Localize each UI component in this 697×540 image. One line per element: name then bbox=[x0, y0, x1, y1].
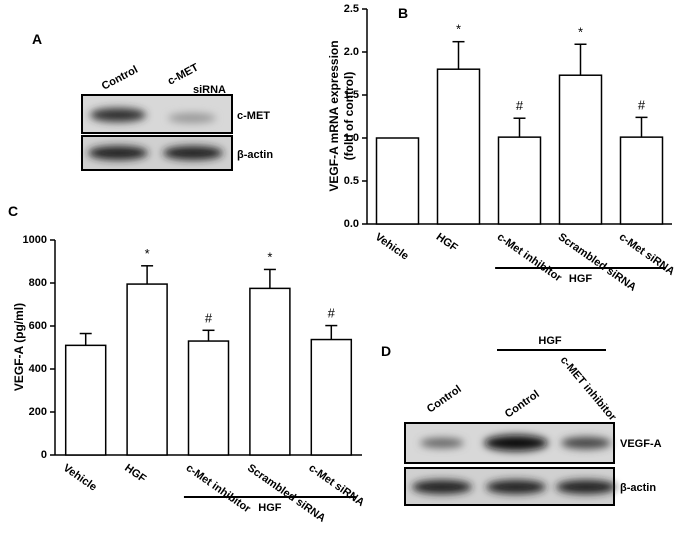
lane-label: c-MET inhibitor bbox=[558, 354, 619, 424]
y-tick-label: 0.5 bbox=[344, 175, 359, 187]
blot-band bbox=[90, 108, 146, 122]
bar bbox=[375, 137, 420, 225]
group-label: HGF bbox=[538, 335, 562, 347]
y-tick-label: 200 bbox=[29, 406, 47, 418]
lane-label: Control bbox=[100, 64, 140, 93]
group-label: HGF bbox=[258, 502, 282, 514]
blot-band bbox=[556, 480, 616, 494]
panel-d: D HGF Control Control c-MET inhibitor VE… bbox=[381, 335, 662, 506]
annotation: # bbox=[328, 306, 336, 321]
blot-band bbox=[168, 113, 216, 123]
lane-note: siRNA bbox=[193, 84, 226, 96]
annotation: * bbox=[456, 22, 461, 37]
annotation: * bbox=[578, 24, 583, 39]
panel-a: A Control c-MET siRNA c-MET β-actin bbox=[32, 31, 273, 171]
row-label: VEGF-A bbox=[620, 438, 662, 450]
x-tick-label: c-Met siRNA bbox=[617, 231, 677, 278]
blot-band bbox=[484, 435, 548, 451]
x-tick-label: Vehicle bbox=[373, 231, 411, 263]
panel-letter: D bbox=[381, 343, 391, 359]
x-tick-label: Vehicle bbox=[61, 462, 99, 494]
lane-label: Control bbox=[503, 388, 542, 420]
x-tick-label: c-Met inhibitor bbox=[184, 462, 254, 516]
y-tick-label: 0.0 bbox=[344, 218, 359, 230]
panel-letter: C bbox=[8, 203, 18, 219]
blot-band bbox=[88, 146, 148, 160]
row-label: β-actin bbox=[620, 482, 656, 494]
lane-label: Control bbox=[425, 383, 464, 415]
y-tick-label: 1000 bbox=[23, 234, 47, 246]
y-axis-label: VEGF-A mRNA expression bbox=[327, 40, 341, 191]
bar bbox=[126, 283, 168, 456]
bar bbox=[64, 344, 107, 456]
bar bbox=[436, 68, 481, 225]
blot-band bbox=[412, 480, 472, 494]
row-label: β-actin bbox=[237, 149, 273, 161]
y-tick-label: 0 bbox=[41, 449, 47, 461]
x-tick-label: HGF bbox=[122, 462, 148, 485]
y-tick-label: 2.5 bbox=[344, 3, 359, 15]
bar bbox=[310, 338, 353, 456]
bar bbox=[497, 136, 542, 225]
panel-letter: A bbox=[32, 31, 42, 47]
y-axis-label: (fold of control) bbox=[342, 72, 356, 161]
row-label: c-MET bbox=[237, 110, 270, 122]
bar bbox=[619, 136, 664, 225]
annotation: # bbox=[205, 310, 213, 325]
y-tick-label: 1.0 bbox=[344, 132, 359, 144]
y-axis-label: VEGF-A (pg/ml) bbox=[12, 303, 26, 391]
y-tick-label: 800 bbox=[29, 277, 47, 289]
annotation: * bbox=[267, 249, 272, 264]
y-tick-label: 2.0 bbox=[344, 46, 359, 58]
blot-band bbox=[486, 480, 546, 494]
blot-band bbox=[420, 438, 464, 448]
bar bbox=[249, 287, 291, 456]
group-label: HGF bbox=[569, 273, 593, 285]
y-tick-label: 400 bbox=[29, 363, 47, 375]
annotation: # bbox=[516, 98, 524, 113]
y-tick-label: 1.5 bbox=[344, 89, 359, 101]
bar bbox=[187, 340, 230, 456]
x-tick-label: HGF bbox=[434, 231, 460, 254]
annotation: # bbox=[638, 97, 646, 112]
y-tick-label: 600 bbox=[29, 320, 47, 332]
annotation: * bbox=[145, 246, 150, 261]
panel-letter: B bbox=[398, 5, 408, 21]
x-tick-label: c-Met siRNA bbox=[306, 462, 366, 509]
blot-band bbox=[561, 437, 611, 449]
blot-band bbox=[163, 146, 223, 160]
x-tick-label: c-Met inhibitor bbox=[495, 231, 565, 285]
bar bbox=[558, 74, 603, 225]
